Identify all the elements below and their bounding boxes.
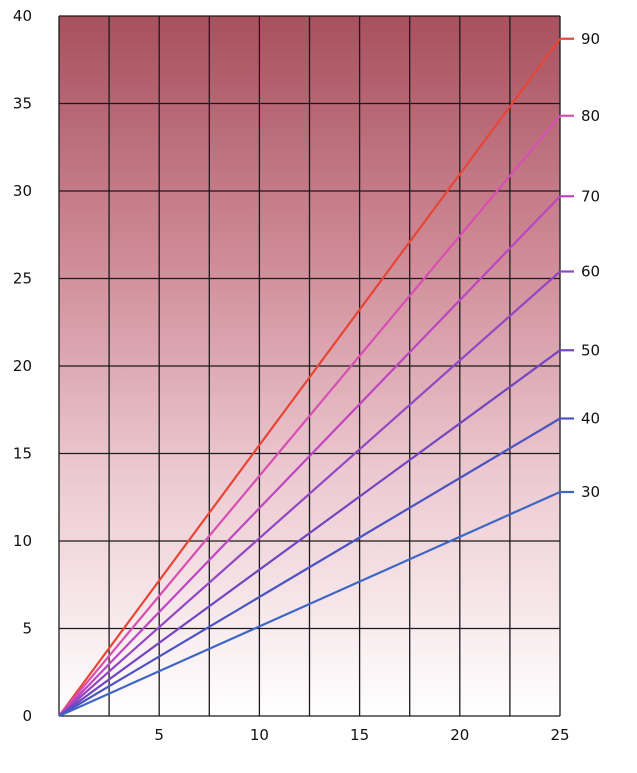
series-line-90 bbox=[58, 38, 561, 717]
series-line-80 bbox=[58, 115, 561, 717]
series-line-70 bbox=[58, 195, 561, 717]
y-tick-label: 0 bbox=[22, 707, 32, 725]
legend-label-90: 90 bbox=[581, 30, 600, 48]
y-tick-label: 30 bbox=[13, 182, 32, 200]
x-tick-label: 20 bbox=[450, 726, 469, 744]
legend-label-80: 80 bbox=[581, 107, 600, 125]
series-line-60 bbox=[58, 270, 561, 717]
legend: 90 80 70 60 50 40 30 bbox=[560, 30, 600, 501]
axis-ticks: 0 5 10 15 20 25 30 35 40 5 10 15 20 25 bbox=[13, 7, 570, 744]
y-tick-label: 10 bbox=[13, 532, 32, 550]
y-tick-label: 40 bbox=[13, 7, 32, 25]
x-tick-label: 15 bbox=[350, 726, 369, 744]
y-tick-label: 5 bbox=[22, 620, 32, 638]
series-line-40 bbox=[58, 417, 561, 717]
series-line-50 bbox=[58, 349, 561, 717]
y-tick-label: 25 bbox=[13, 270, 32, 288]
x-tick-label: 10 bbox=[250, 726, 269, 744]
series-line-30 bbox=[58, 490, 561, 718]
legend-label-50: 50 bbox=[581, 341, 600, 359]
series-lines bbox=[58, 38, 561, 718]
x-tick-label: 25 bbox=[550, 726, 569, 744]
y-tick-label: 15 bbox=[13, 445, 32, 463]
legend-label-30: 30 bbox=[581, 483, 600, 501]
x-tick-label: 5 bbox=[154, 726, 164, 744]
y-tick-label: 20 bbox=[13, 357, 32, 375]
grid bbox=[58, 15, 561, 717]
legend-label-40: 40 bbox=[581, 410, 600, 428]
legend-label-60: 60 bbox=[581, 263, 600, 281]
legend-label-70: 70 bbox=[581, 187, 600, 205]
y-tick-label: 35 bbox=[13, 95, 32, 113]
